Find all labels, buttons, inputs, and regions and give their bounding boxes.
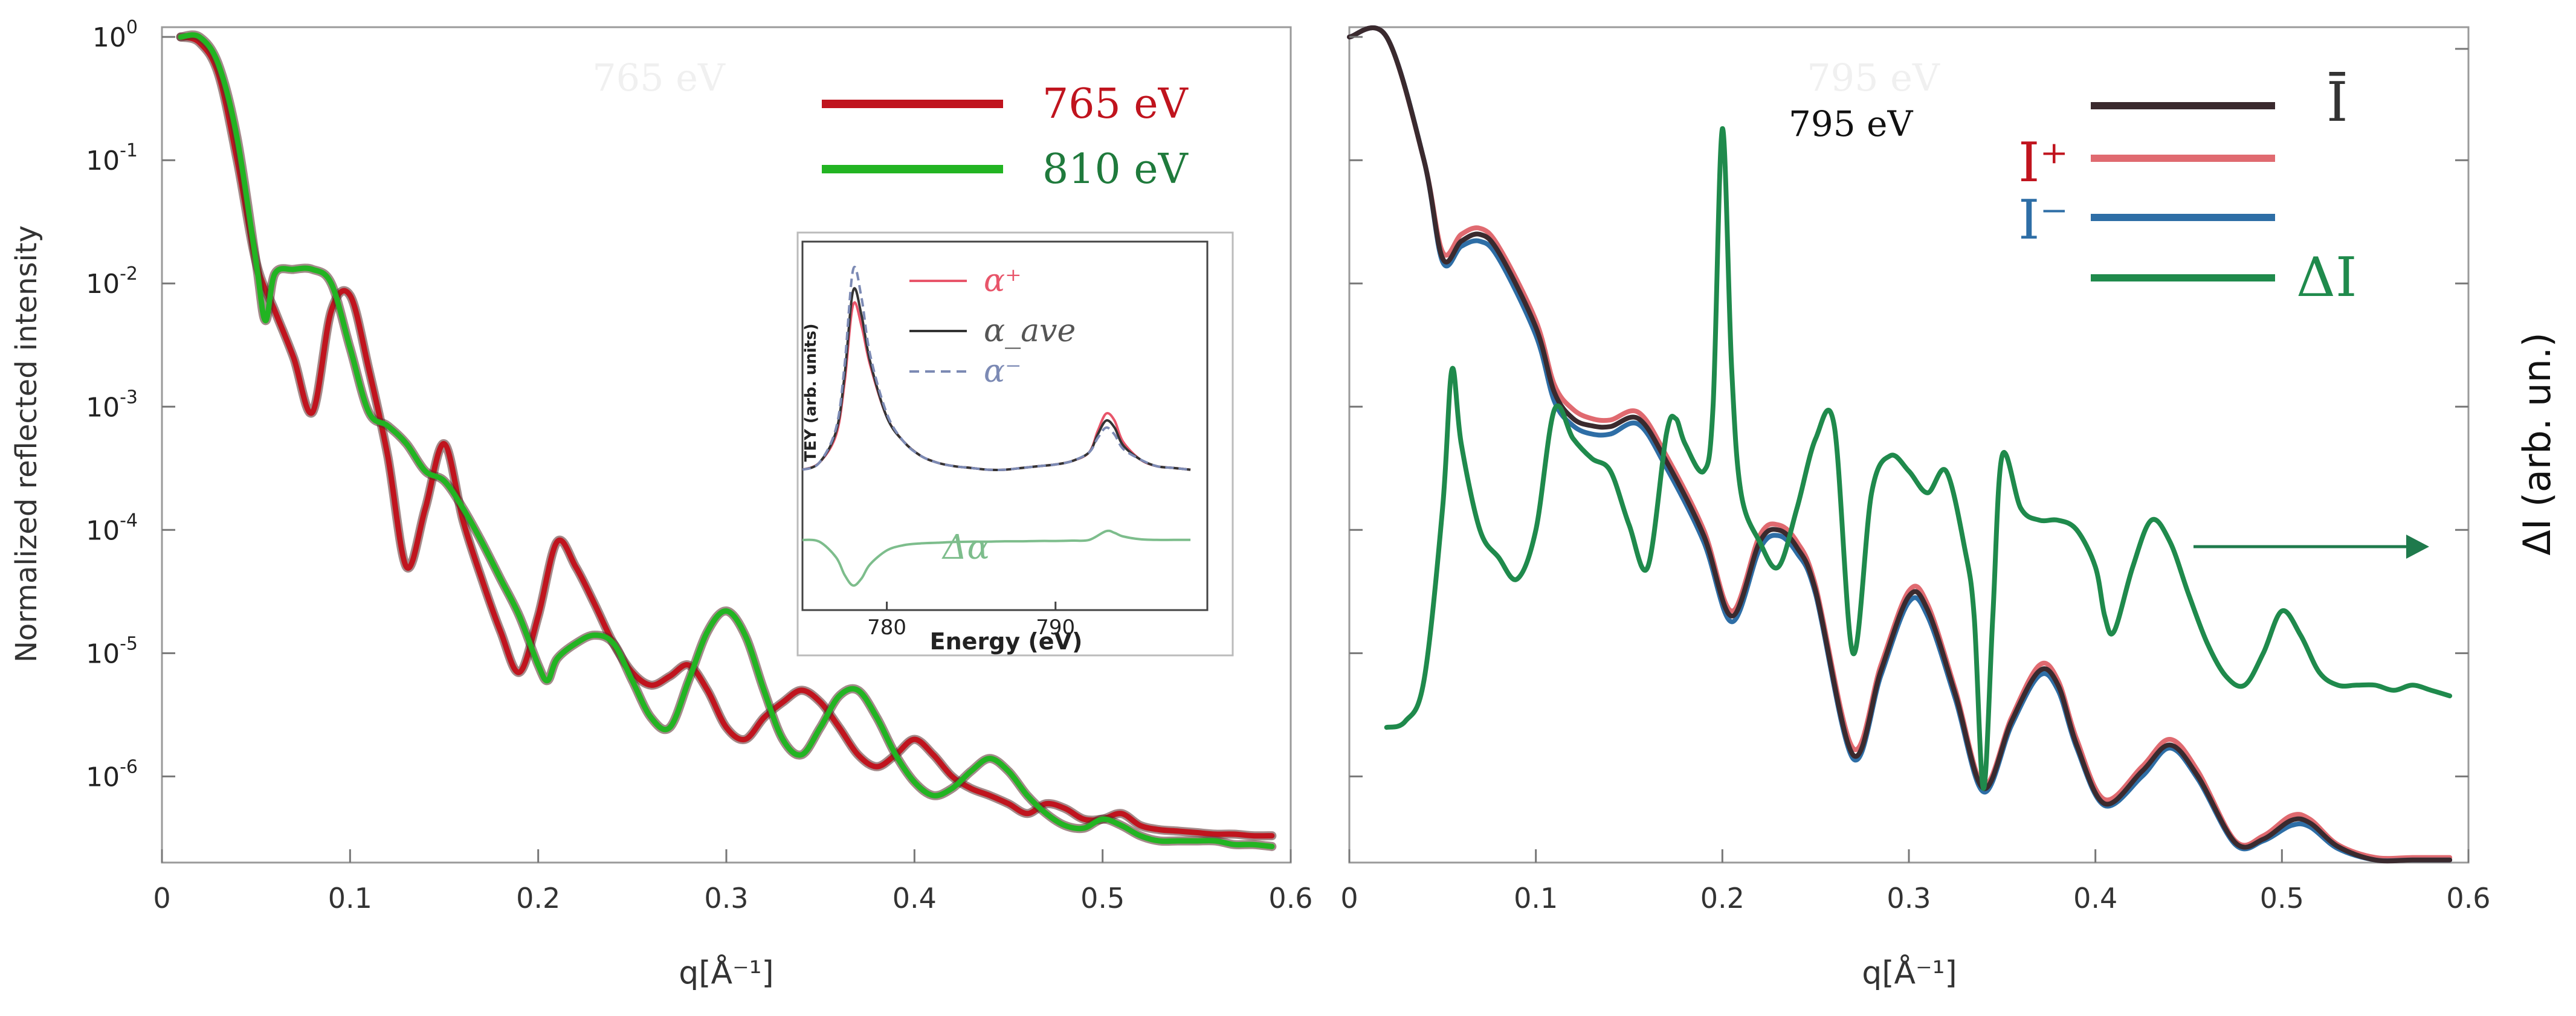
- inset-y-axis-label: TEY (arb. units): [802, 324, 820, 462]
- x-tick-label: 0.4: [893, 882, 937, 915]
- left-x-ticks: 0 0.1 0.2 0.3 0.4 0.5 0.6: [153, 849, 1313, 915]
- inset-series-delta-alpha: [802, 529, 1191, 587]
- right-series-group: [1347, 25, 2453, 864]
- inset-x-tick-label: 790: [1036, 616, 1075, 640]
- inset-series-alpha-minus: [802, 266, 1191, 471]
- x-tick-label: 0.4: [2073, 882, 2117, 915]
- inset-legend-label-alpha-plus: α⁺: [984, 263, 1022, 299]
- legend-label-i-bar: Ī: [2326, 71, 2348, 134]
- left-panel: 765 eV 0 0.1 0.2 0.3 0.4 0.5 0.6 10010-110-210…: [10, 17, 1313, 991]
- inset-x-tick-label: 780: [867, 616, 906, 640]
- inset-series-group: [802, 266, 1191, 587]
- right-background-energy-label: 795 eV: [1807, 56, 1940, 100]
- inset-panel-background: [796, 231, 1234, 657]
- x-tick-label: 0.5: [1080, 882, 1125, 915]
- right-y-ticks: [1349, 36, 2468, 777]
- inset-x-ticks: 780 790: [867, 602, 1075, 640]
- y-tick-label: 10-4: [86, 510, 138, 546]
- legend-label-i-plus: I⁺: [2018, 131, 2068, 195]
- y-tick-label: 10-2: [86, 263, 138, 300]
- x-tick-label: 0: [153, 882, 170, 915]
- inset-legend-label-alpha-minus: α⁻: [984, 353, 1022, 390]
- delta-i-axis-arrow: [2193, 535, 2429, 559]
- series-line-i-bar: [1347, 25, 2453, 864]
- y-tick-label: 10-3: [86, 387, 138, 423]
- x-tick-label: 0.3: [1887, 882, 1931, 915]
- left-y-axis-label: Normalized reflected intensity: [10, 225, 44, 663]
- y-tick-label: 100: [92, 17, 138, 53]
- right-plot-frame: [1348, 26, 2470, 864]
- x-tick-label: 0.3: [704, 882, 748, 915]
- y-tick-label: 10-1: [86, 140, 138, 176]
- legend-label-810ev: 810 eV: [1042, 146, 1189, 193]
- x-tick-label: 0.2: [1700, 882, 1745, 915]
- legend-label-765ev: 765 eV: [1042, 80, 1189, 128]
- left-background-energy-label: 765 eV: [592, 56, 726, 100]
- inset-chart: 780 790 Energy (eV) TEY (arb. units) α⁺ α…: [796, 231, 1234, 657]
- x-tick-label: 0.6: [2446, 882, 2490, 915]
- right-x-ticks: 0 0.1 0.2 0.3 0.4 0.5 0.6: [1340, 849, 2491, 915]
- x-tick-label: 0.6: [1268, 882, 1312, 915]
- x-tick-label: 0: [1340, 882, 1358, 915]
- inset-x-axis-label: Energy (eV): [930, 628, 1083, 655]
- y-tick-label: 10-5: [86, 633, 138, 669]
- inset-plot-frame: [801, 240, 1209, 611]
- right-y-axis-label: ΔI (arb. un.): [2515, 332, 2559, 555]
- right-energy-annotation: 795 eV: [1789, 103, 1913, 144]
- x-tick-label: 0.2: [516, 882, 560, 915]
- x-tick-label: 0.1: [328, 882, 372, 915]
- legend-label-delta-i: ΔI: [2296, 246, 2357, 309]
- left-legend: 765 eV 810 eV: [822, 80, 1189, 193]
- x-tick-label: 0.1: [1514, 882, 1558, 915]
- series-line-810-ev: [178, 32, 1275, 849]
- y-tick-label: 10-6: [86, 756, 138, 793]
- x-tick-label: 0.5: [2260, 882, 2304, 915]
- right-panel: 795 eV 0 0.1 0.2 0.3 0.4 0.5 0.6 q[Å⁻¹] ΔI (ar…: [1340, 25, 2559, 991]
- series-line-delta-i: [1384, 126, 2453, 791]
- left-series-group: [176, 30, 1277, 851]
- arrow-head-icon: [2406, 535, 2429, 559]
- left-x-axis-label: q[Å⁻¹]: [679, 954, 773, 991]
- right-x-axis-label: q[Å⁻¹]: [1862, 954, 1957, 991]
- right-legend: Ī I⁺ I⁻ ΔI: [2018, 71, 2357, 309]
- left-y-ticks: 100 10-1 10-2 10-3 10-4 10-5 10-6: [86, 17, 175, 793]
- inset-delta-alpha-label: Δα: [941, 528, 990, 567]
- inset-legend: α⁺ α_ave α⁻: [909, 263, 1076, 390]
- inset-legend-label-alpha-ave: α_ave: [984, 313, 1076, 349]
- legend-label-i-minus: I⁻: [2018, 188, 2068, 252]
